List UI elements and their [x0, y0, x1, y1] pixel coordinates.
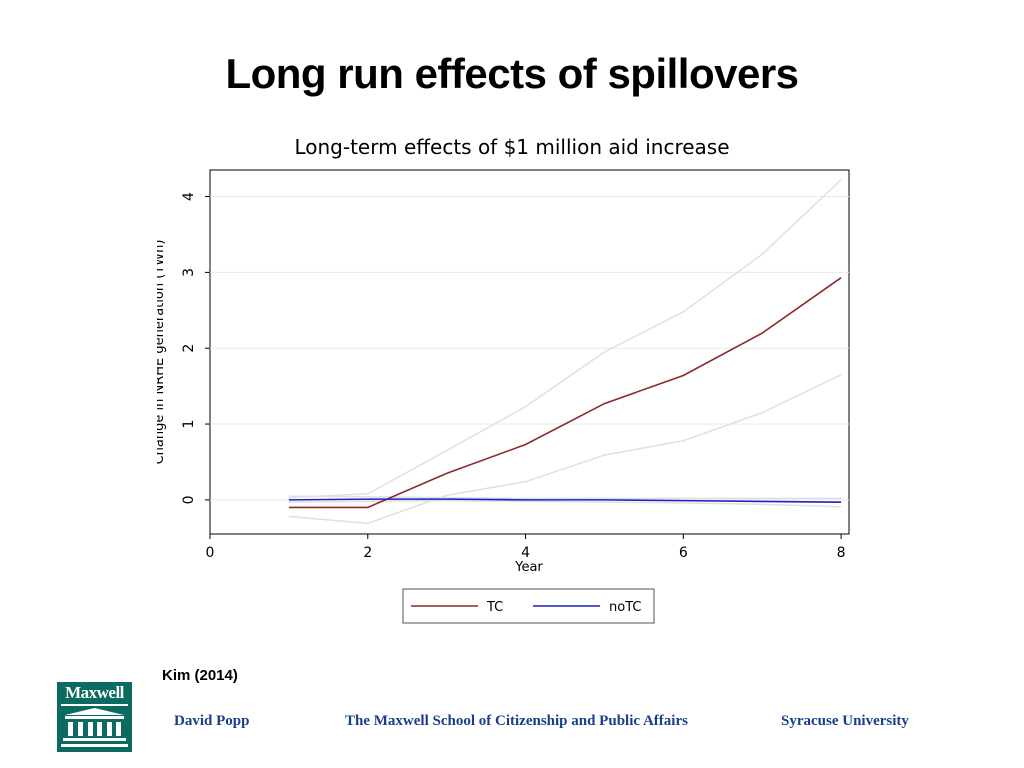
footer-university: Syracuse University	[781, 713, 909, 729]
chart-canvas: Long-term effects of $1 million aid incr…	[157, 135, 850, 624]
building-icon	[61, 704, 128, 747]
y-tick-label: 4	[181, 192, 197, 201]
slide-title: Long run effects of spillovers	[225, 50, 799, 97]
x-tick-label: 8	[837, 545, 846, 561]
y-tick-label: 2	[181, 344, 197, 353]
legend-label-tc: TC	[486, 600, 503, 615]
logo-text: Maxwell	[65, 683, 124, 702]
chart-title: Long-term effects of $1 million aid incr…	[294, 135, 729, 159]
maxwell-logo: Maxwell	[57, 682, 132, 752]
y-tick-label: 1	[181, 420, 197, 429]
band-upper-notc	[288, 495, 842, 500]
y-axis-label: Change in NRHE generation (TWh)	[157, 240, 167, 465]
series-line-tc	[288, 277, 842, 509]
band-upper-tc	[288, 179, 842, 499]
plot-area	[209, 169, 850, 535]
y-tick-label: 3	[181, 268, 197, 277]
y-tick-label: 0	[181, 495, 197, 504]
citation: Kim (2014)	[162, 667, 238, 684]
series-line-notc	[288, 498, 842, 503]
band-lower-tc	[288, 374, 842, 525]
x-axis-label: Year	[514, 560, 543, 575]
x-tick-label: 6	[679, 545, 688, 561]
x-tick-label: 4	[521, 545, 530, 561]
chart: Long-term effects of $1 million aid incr…	[157, 126, 867, 648]
x-tick-label: 2	[363, 545, 372, 561]
footer-school: The Maxwell School of Citizenship and Pu…	[345, 713, 688, 729]
legend-label-notc: noTC	[609, 600, 641, 615]
x-tick-label: 0	[206, 545, 215, 561]
footer-author: David Popp	[174, 713, 250, 729]
